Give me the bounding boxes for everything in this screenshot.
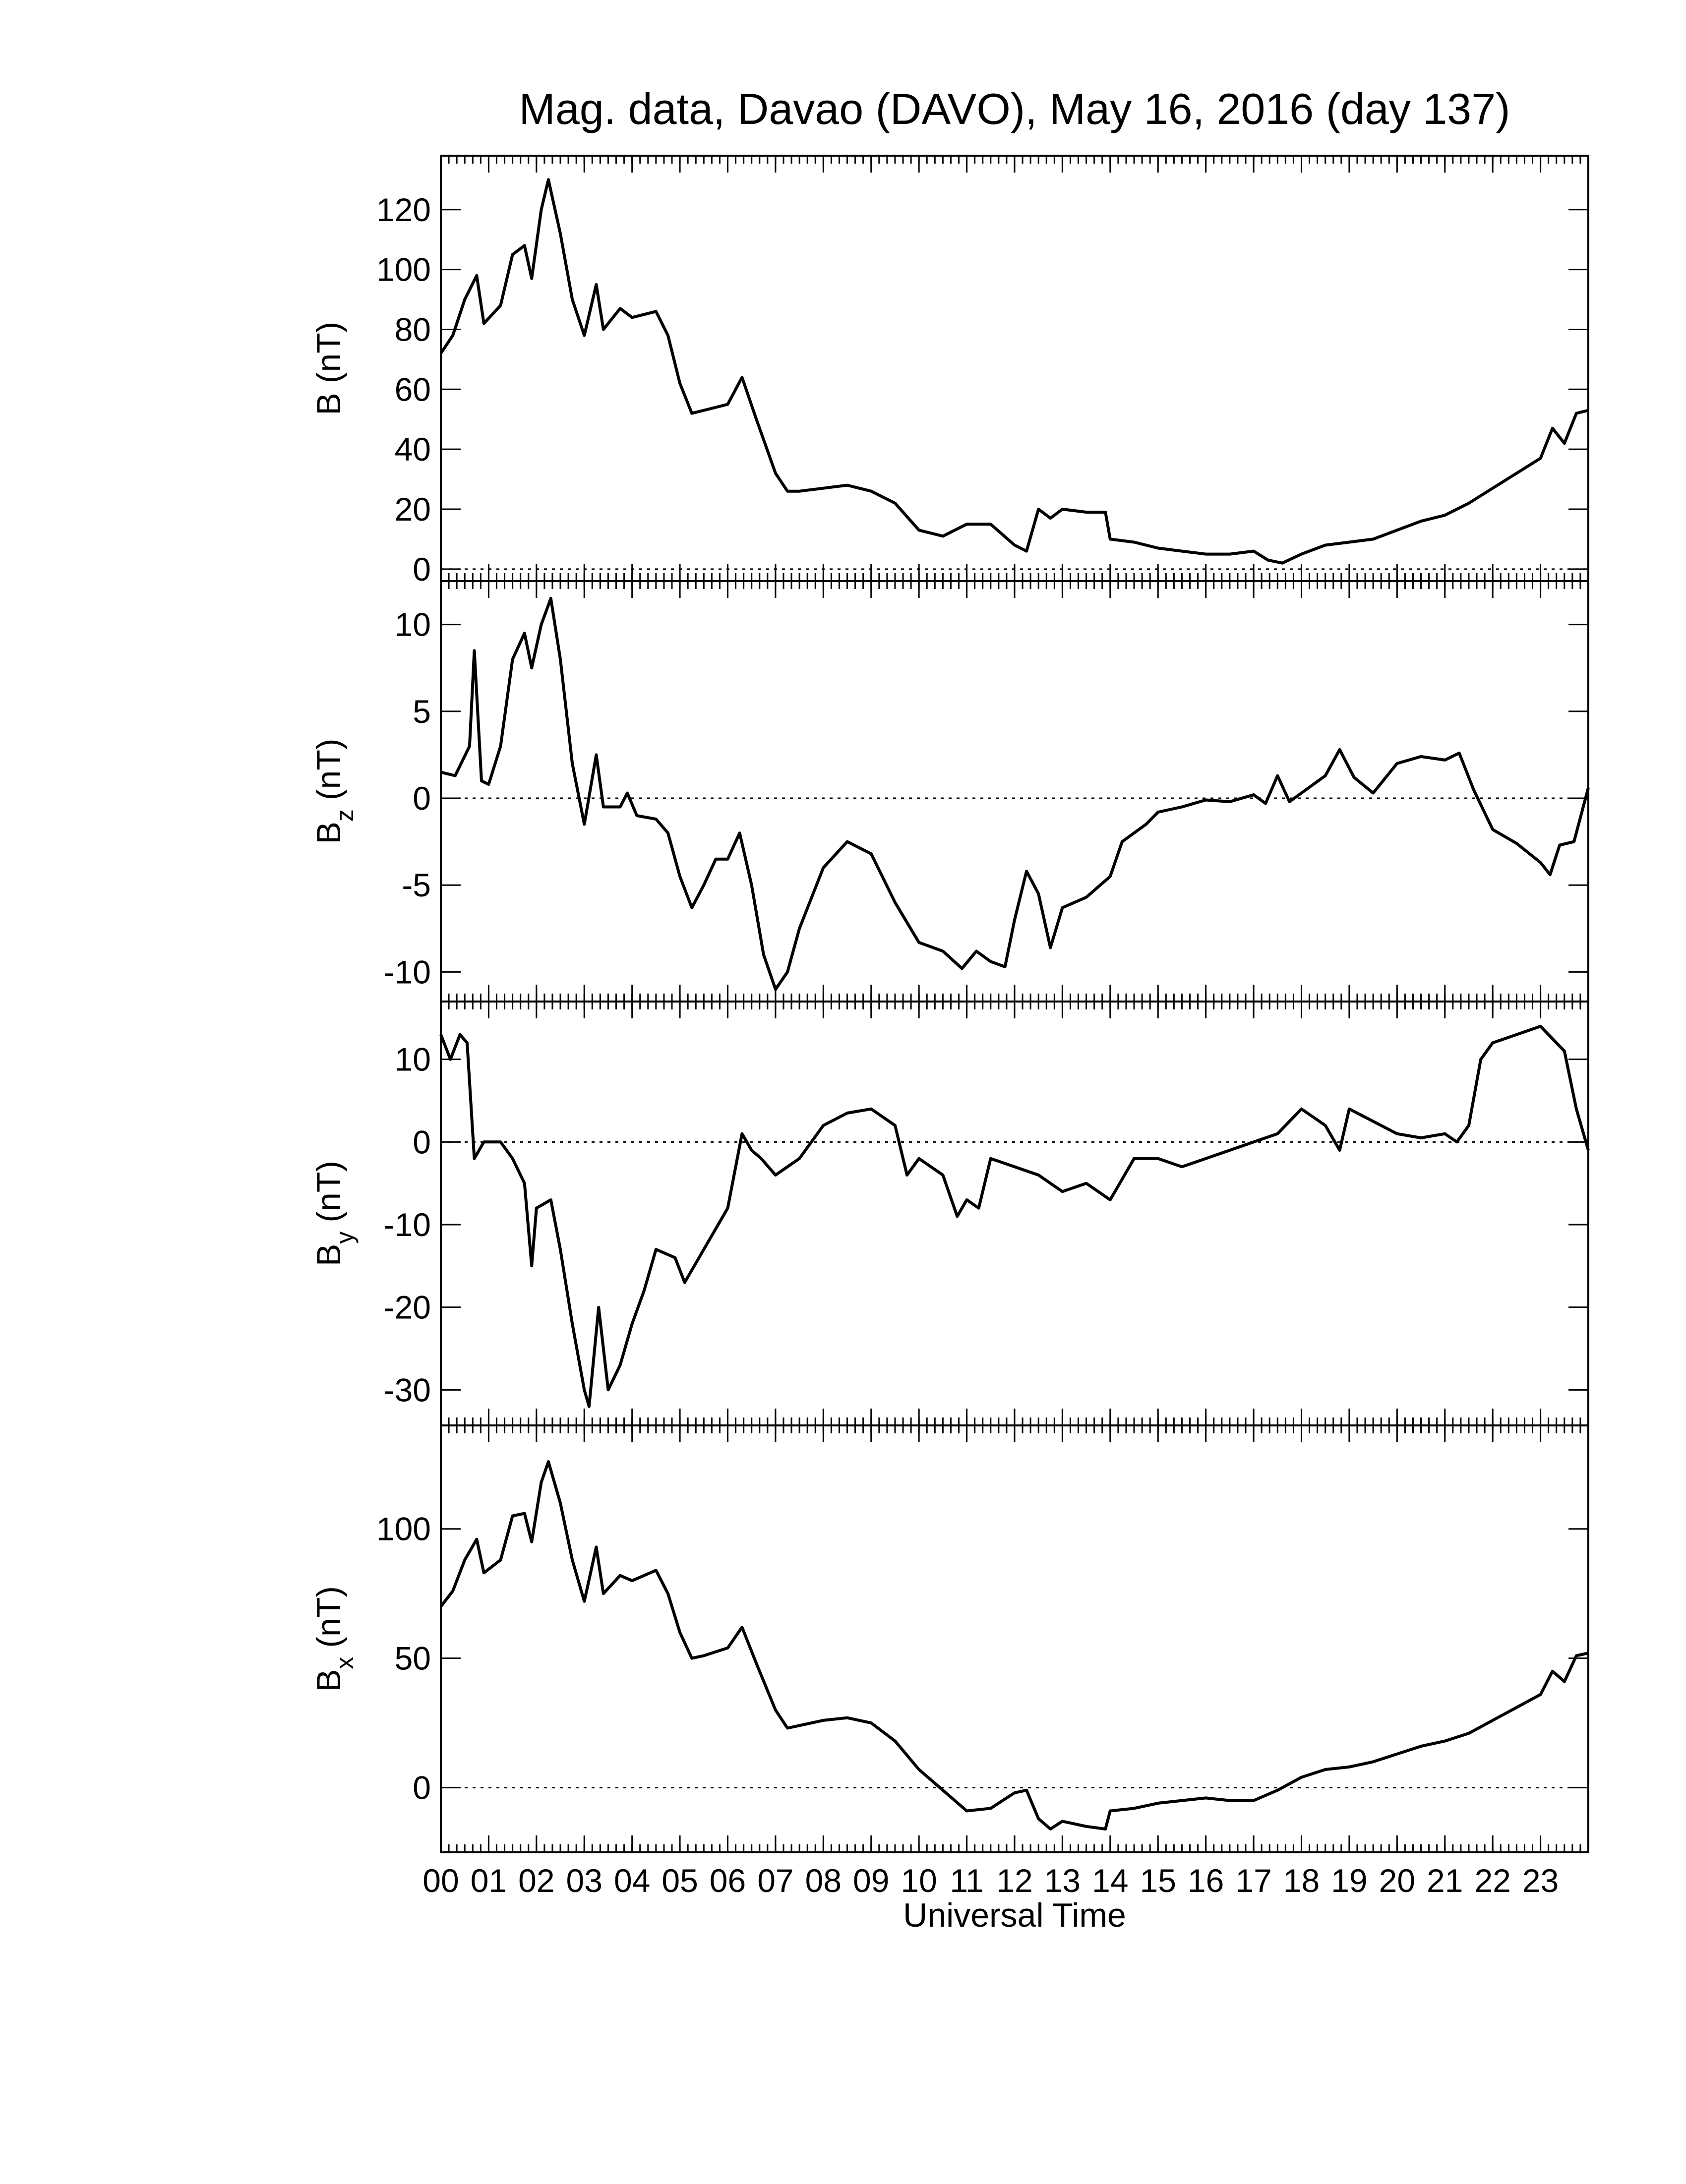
y-axis-label-unit: (nT) <box>310 738 348 800</box>
y-axis-label-main: B <box>310 1244 348 1266</box>
y-tick-label: 60 <box>395 371 431 408</box>
x-tick-label: 00 <box>422 1862 459 1899</box>
y-tick-label: 80 <box>395 311 431 348</box>
x-tick-label: 21 <box>1427 1862 1463 1899</box>
plot-frame <box>440 1001 1589 1426</box>
x-tick-label: 03 <box>566 1862 602 1899</box>
x-tick-label: 05 <box>662 1862 698 1899</box>
y-axis-label-main: B <box>310 822 348 844</box>
y-tick-label: -20 <box>384 1289 431 1326</box>
x-tick-label: 04 <box>614 1862 650 1899</box>
x-tick-label: 01 <box>471 1862 507 1899</box>
x-tick-label: 20 <box>1379 1862 1415 1899</box>
x-tick-label: 02 <box>518 1862 554 1899</box>
y-axis-label: By (nT) <box>310 1161 359 1266</box>
y-axis-label: Bx (nT) <box>310 1586 359 1692</box>
data-line <box>439 1460 1589 1830</box>
y-tick-label: 100 <box>376 1511 431 1547</box>
y-tick-label: -10 <box>384 1206 431 1243</box>
y-axis-label-sub: y <box>331 1232 359 1244</box>
y-tick-label: 0 <box>413 1123 431 1160</box>
x-tick-label: 06 <box>710 1862 746 1899</box>
plot-frame <box>440 155 1589 582</box>
x-tick-label: 18 <box>1283 1862 1320 1899</box>
x-tick-label: 17 <box>1235 1862 1271 1899</box>
y-tick-label: 50 <box>395 1640 431 1677</box>
x-tick-label: 16 <box>1188 1862 1224 1899</box>
y-tick-label: 40 <box>395 431 431 468</box>
y-axis-label-main: B (nT) <box>310 322 348 415</box>
chart-title: Mag. data, Davao (DAVO), May 16, 2016 (d… <box>519 84 1510 133</box>
x-axis-label: Universal Time <box>903 1896 1126 1934</box>
y-tick-label: 0 <box>413 1770 431 1806</box>
y-tick-label: -30 <box>384 1371 431 1408</box>
x-tick-label: 14 <box>1092 1862 1128 1899</box>
x-tick-label: 10 <box>901 1862 937 1899</box>
y-tick-label: 120 <box>376 191 431 228</box>
x-tick-label: 13 <box>1044 1862 1081 1899</box>
x-tick-label: 22 <box>1474 1862 1510 1899</box>
data-line <box>440 597 1590 991</box>
plot-frame <box>440 580 1589 1003</box>
x-tick-label: 07 <box>757 1862 793 1899</box>
y-tick-label: -5 <box>402 867 431 903</box>
y-axis-label-unit: (nT) <box>310 1161 348 1223</box>
y-axis-label-sub: z <box>331 809 359 822</box>
y-axis-label: B (nT) <box>310 322 348 415</box>
y-tick-label: 0 <box>413 780 431 817</box>
y-tick-label: 0 <box>413 551 431 588</box>
y-tick-label: 20 <box>395 491 431 528</box>
y-tick-label: 5 <box>413 693 431 730</box>
x-tick-label: 19 <box>1331 1862 1367 1899</box>
y-tick-label: 10 <box>395 1041 431 1078</box>
y-tick-label: -10 <box>384 953 431 990</box>
data-line <box>439 178 1589 565</box>
x-tick-label: 08 <box>805 1862 842 1899</box>
x-tick-label: 23 <box>1522 1862 1559 1899</box>
y-tick-label: 10 <box>395 606 431 643</box>
x-tick-label: 12 <box>996 1862 1032 1899</box>
data-line <box>439 1025 1590 1408</box>
x-tick-label: 11 <box>950 1862 984 1899</box>
y-axis-label-main: B <box>310 1669 348 1692</box>
x-tick-label: 09 <box>853 1862 889 1899</box>
y-axis-label-sub: x <box>331 1657 359 1669</box>
y-axis-label-unit: (nT) <box>310 1586 348 1648</box>
y-tick-label: 100 <box>376 251 431 288</box>
y-axis-label: Bz (nT) <box>310 738 359 844</box>
x-tick-label: 15 <box>1140 1862 1176 1899</box>
